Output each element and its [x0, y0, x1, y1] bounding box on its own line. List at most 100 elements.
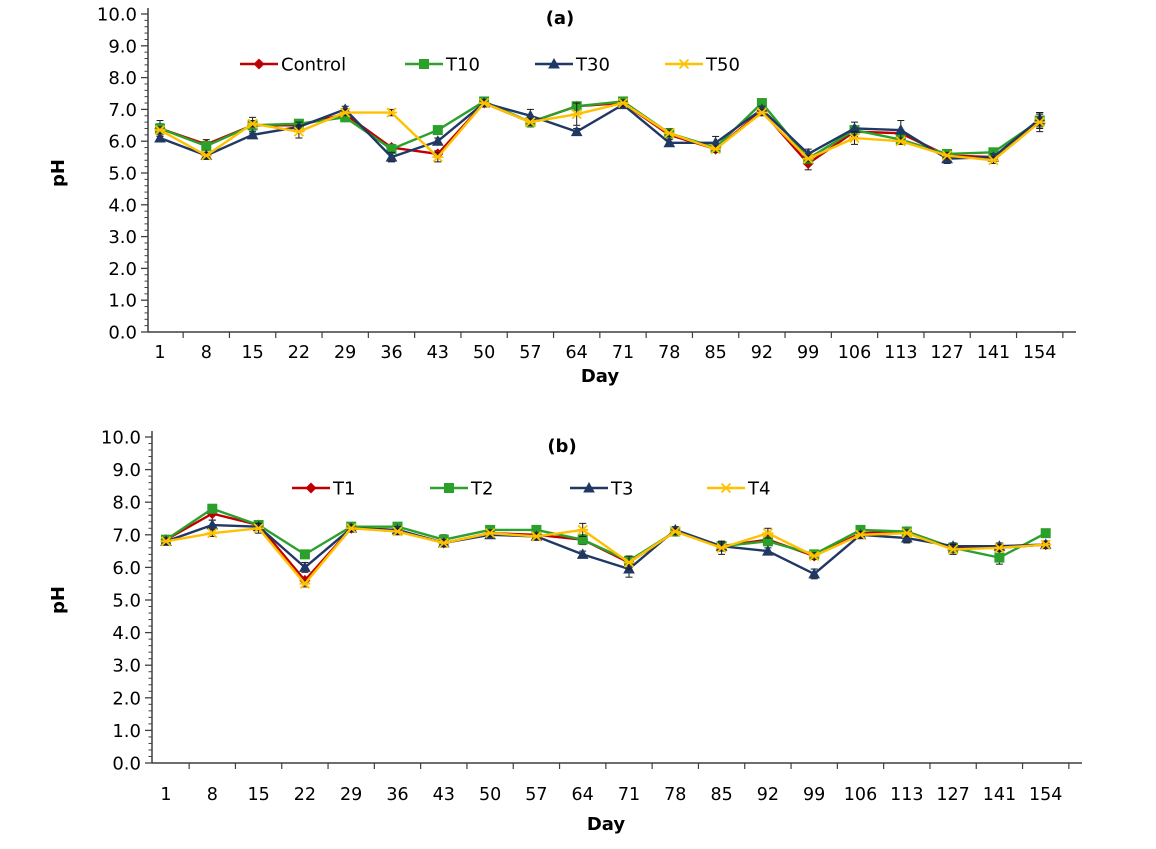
- legend-item-label: T3: [610, 479, 633, 500]
- x-marker-icon: [808, 550, 820, 562]
- x-marker-icon: [849, 132, 860, 144]
- x-marker-icon: [530, 531, 542, 542]
- y-tick-label: 9.0: [112, 460, 141, 481]
- x-tick-label: 127: [930, 343, 963, 363]
- series-line: [165, 523, 1046, 576]
- x-tick-label: 43: [427, 343, 449, 363]
- x-tick-label: 15: [241, 343, 263, 363]
- x-marker-icon: [1040, 539, 1052, 550]
- legend-item-t3: T3: [570, 479, 633, 500]
- y-tick-label: 3.0: [112, 656, 141, 677]
- y-axis: 0.0 1.0 2.0 3.0 4.0 5.0 6.0 7.0 8.0 9.0 10.0: [101, 428, 153, 775]
- x-tick-label: 36: [386, 785, 408, 805]
- legend-item-label: T1: [332, 479, 355, 500]
- x-tick-label: 113: [884, 343, 917, 363]
- x-axis: 1 8 15 22 29 36 43 50 57 64 71 78 85 92 99 106 113 127 141…: [148, 331, 1076, 363]
- legend-item-label: T50: [705, 55, 740, 76]
- x-marker-icon: [855, 529, 866, 540]
- series-t50: [154, 97, 1046, 166]
- triangle-marker-icon: [154, 131, 166, 143]
- x-tick-label: 71: [612, 343, 634, 363]
- y-tick-label: 8.0: [108, 68, 137, 89]
- legend-item-t2: T2: [430, 479, 493, 500]
- x-tick-label: 36: [380, 343, 402, 363]
- x-tick-label: 78: [658, 343, 680, 363]
- triangle-marker-icon: [385, 151, 398, 162]
- y-axis: 0.0 1.0 2.0 3.0 4.0 5.0 6.0 7.0 8.0 9.0 10.0: [97, 5, 149, 344]
- x-tick-label: 106: [838, 343, 871, 363]
- x-marker-icon: [432, 151, 444, 163]
- y-axis-title: pH: [48, 159, 69, 187]
- legend-item-t50: T50: [665, 55, 740, 76]
- triangle-marker-icon: [762, 545, 774, 556]
- square-marker-icon: [432, 125, 443, 136]
- x-tick-label: 57: [525, 785, 547, 805]
- series-markers: [160, 523, 1052, 589]
- series-line: [159, 101, 1041, 160]
- y-tick-label: 1.0: [108, 291, 137, 312]
- x-marker-icon: [987, 155, 999, 166]
- square-marker-icon: [207, 503, 218, 514]
- x-tick-label: 113: [890, 785, 923, 805]
- x-tick-label: 22: [288, 343, 310, 363]
- x-tick-label: 43: [433, 785, 455, 805]
- x-tick-label: 1: [160, 785, 171, 805]
- y-tick-label: 7.0: [112, 525, 141, 546]
- x-axis-title: Day: [587, 814, 626, 835]
- x-tick-label: 57: [519, 343, 541, 363]
- y-tick-label: 0.0: [112, 754, 141, 775]
- diamond-marker-icon: [253, 58, 265, 70]
- legend-item-label: T10: [445, 55, 480, 76]
- series-line: [159, 100, 1041, 160]
- x-tick-label: 85: [704, 343, 726, 363]
- series-t2: [161, 503, 1051, 566]
- square-marker-icon: [444, 483, 454, 493]
- chart-a-canvas: 0.0 1.0 2.0 3.0 4.0 5.0 6.0 7.0 8.0 9.0 10.0 1 8 15 22…: [48, 5, 1076, 387]
- x-marker-icon: [247, 118, 259, 129]
- y-tick-label: 6.0: [108, 132, 137, 153]
- x-marker-icon: [895, 136, 907, 147]
- legend-item-control: Control: [240, 55, 346, 76]
- x-marker-icon: [392, 526, 403, 537]
- triangle-marker-icon: [431, 135, 444, 146]
- x-tick-label: 29: [334, 343, 356, 363]
- x-tick-label: 15: [247, 785, 269, 805]
- x-tick-label: 50: [473, 343, 495, 363]
- x-marker-icon: [386, 107, 397, 118]
- x-tick-label: 99: [797, 343, 819, 363]
- legend-item-label: T4: [747, 479, 770, 500]
- y-tick-label: 9.0: [108, 36, 137, 57]
- y-tick-label: 2.0: [108, 259, 137, 280]
- x-tick-label: 78: [664, 785, 686, 805]
- legend-item-label: Control: [281, 55, 346, 76]
- x-tick-label: 141: [983, 785, 1016, 805]
- square-marker-icon: [994, 552, 1005, 563]
- x-tick-label: 92: [757, 785, 779, 805]
- square-marker-icon: [419, 59, 429, 69]
- series-markers: [154, 97, 1046, 166]
- x-marker-icon: [293, 126, 305, 137]
- legend: T1 T2 T3 T4: [292, 479, 770, 500]
- x-tick-label: 8: [201, 343, 212, 363]
- chart-b-canvas: 0.0 1.0 2.0 3.0 4.0 5.0 6.0 7.0 8.0 9.0 10.0 1 8 15 22…: [48, 428, 1082, 835]
- x-marker-icon: [345, 523, 357, 534]
- x-tick-label: 92: [751, 343, 773, 363]
- x-marker-icon: [669, 526, 681, 537]
- y-tick-label: 3.0: [108, 227, 137, 248]
- x-tick-label: 29: [340, 785, 362, 805]
- x-marker-icon: [762, 528, 774, 539]
- triangle-marker-icon: [900, 532, 913, 543]
- x-marker-icon: [571, 109, 583, 120]
- triangle-marker-icon: [583, 481, 595, 493]
- x-tick-label: 85: [710, 785, 732, 805]
- x-tick-label: 141: [977, 343, 1010, 363]
- x-tick-label: 8: [207, 785, 218, 805]
- x-marker-icon: [756, 107, 768, 118]
- x-tick-label: 154: [1029, 785, 1062, 805]
- legend: Control T10 T30 T50: [240, 55, 740, 76]
- y-tick-label: 0.0: [108, 323, 137, 344]
- x-axis: 1 8 15 22 29 36 43 50 57 64 71 78 85 92 99 106 113 127 141…: [152, 762, 1082, 805]
- x-marker-icon: [478, 97, 490, 109]
- y-tick-label: 7.0: [108, 100, 137, 121]
- x-marker-icon: [947, 544, 959, 555]
